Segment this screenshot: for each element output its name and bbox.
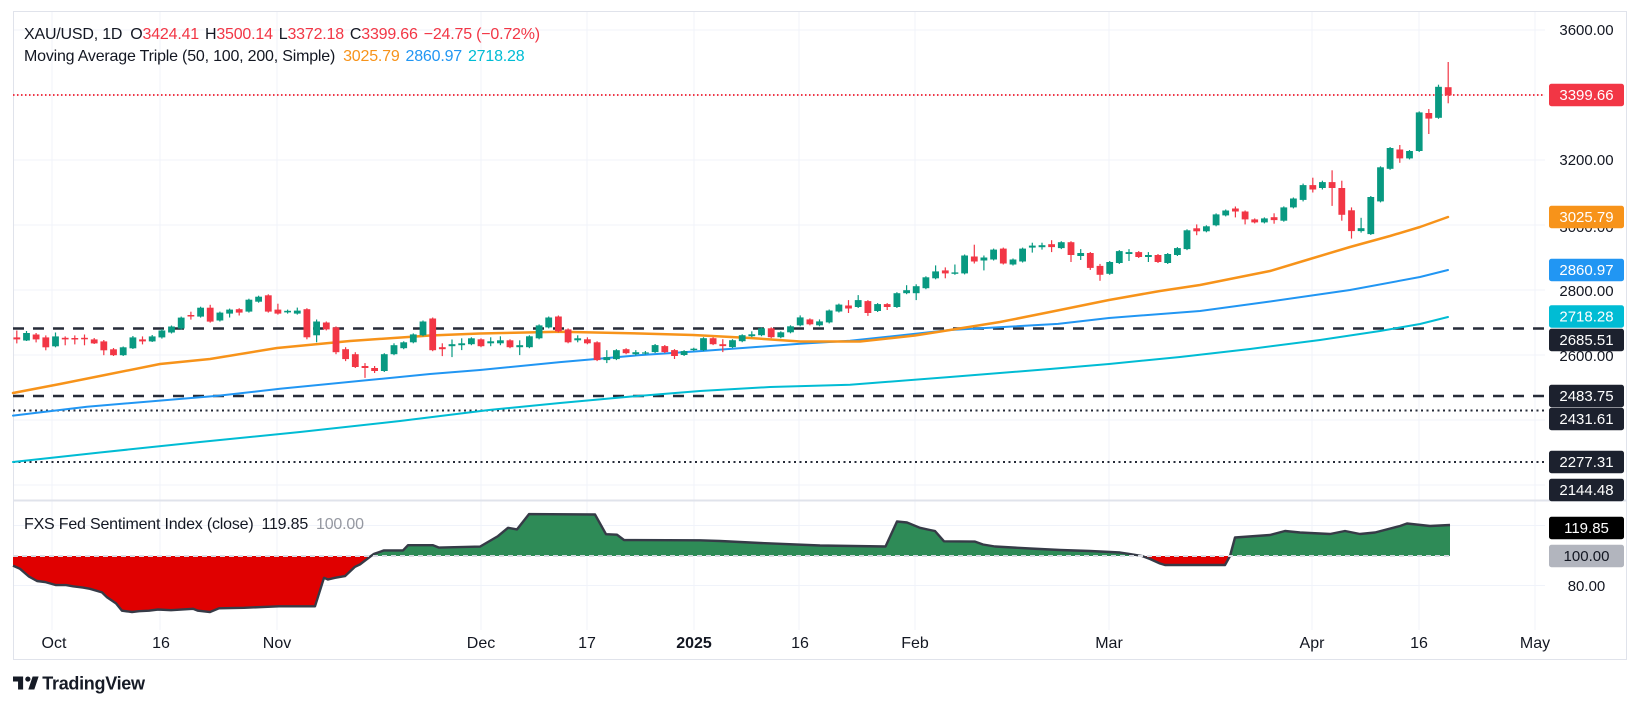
svg-text:2685.51: 2685.51 [1559,332,1613,349]
svg-text:Mar: Mar [1095,635,1123,652]
svg-text:16: 16 [1410,635,1428,652]
svg-text:Dec: Dec [467,635,495,652]
svg-text:Nov: Nov [263,635,291,652]
svg-text:2277.31: 2277.31 [1559,454,1613,471]
svg-text:2800.00: 2800.00 [1559,283,1613,300]
svg-text:2600.00: 2600.00 [1559,348,1613,365]
svg-text:17: 17 [578,635,596,652]
svg-text:3025.79: 3025.79 [1559,209,1613,226]
svg-text:16: 16 [791,635,809,652]
svg-text:2431.61: 2431.61 [1559,411,1613,428]
svg-text:80.00: 80.00 [1568,578,1606,595]
svg-text:Feb: Feb [901,635,929,652]
svg-text:Moving Average Triple (50, 100: Moving Average Triple (50, 100, 200, Sim… [24,48,525,65]
svg-text:100.00: 100.00 [1564,548,1610,565]
svg-text:3399.66: 3399.66 [1559,87,1613,104]
svg-text:2860.97: 2860.97 [1559,262,1613,279]
svg-text:3200.00: 3200.00 [1559,152,1613,169]
svg-text:2718.28: 2718.28 [1559,309,1613,326]
svg-text:2483.75: 2483.75 [1559,388,1613,405]
svg-text:2144.48: 2144.48 [1559,482,1613,499]
svg-text:3600.00: 3600.00 [1559,22,1613,39]
svg-text:2025: 2025 [676,635,712,652]
svg-text:Apr: Apr [1300,635,1326,652]
svg-text:16: 16 [152,635,170,652]
svg-text:TradingView: TradingView [42,674,146,694]
svg-text:FXS Fed Sentiment Index (close: FXS Fed Sentiment Index (close) 119.85 100… [24,516,364,533]
svg-text:119.85: 119.85 [1564,520,1609,537]
svg-text:Oct: Oct [42,635,67,652]
svg-text:May: May [1520,635,1550,652]
